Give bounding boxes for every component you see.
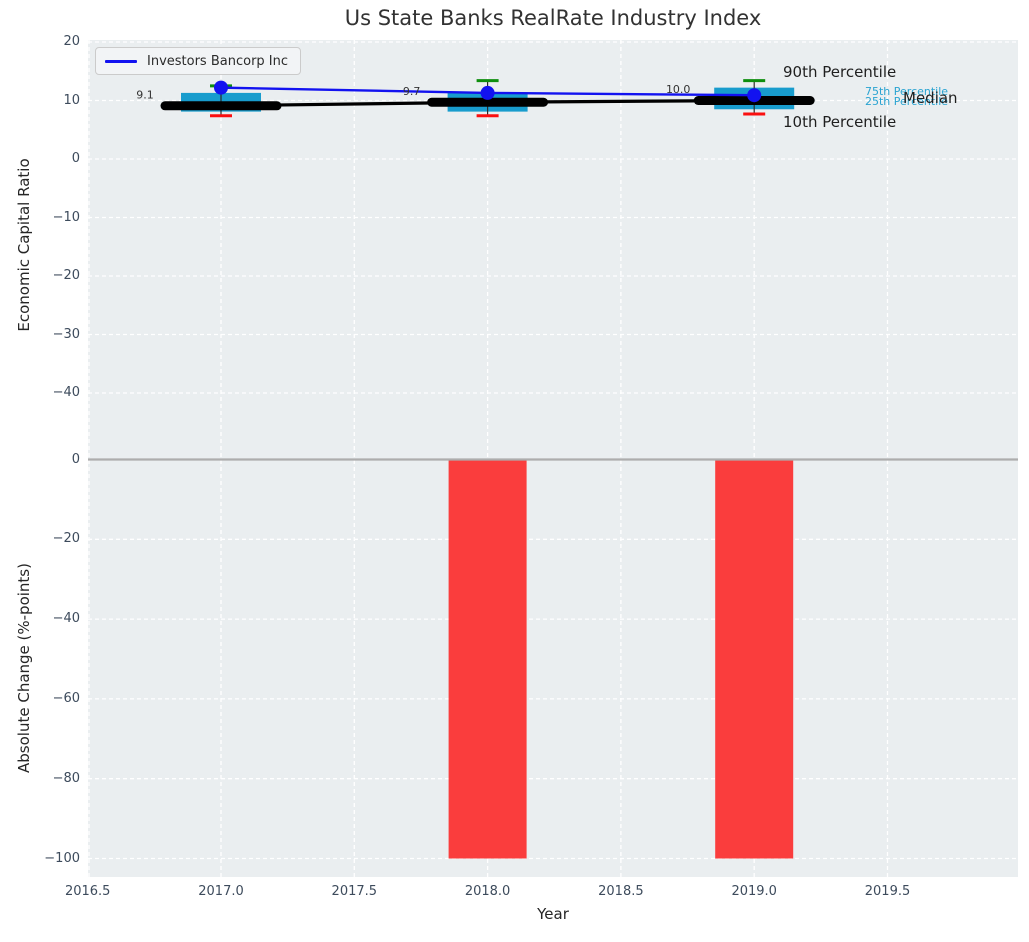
top-y-axis-label: Economic Capital Ratio: [15, 158, 33, 331]
x-tick-label: 2017.5: [314, 884, 394, 899]
chart-figure: 9.1 9.7 10.0 Us State Banks RealRate Indus…: [0, 0, 1029, 942]
x-tick-label: 2018.0: [448, 884, 528, 899]
top-y-tick-label: −10: [0, 210, 80, 226]
x-tick-label: 2017.0: [181, 884, 261, 899]
top-y-tick-label: 0: [0, 151, 80, 167]
company-point: [214, 81, 228, 95]
bottom-y-tick-label: −40: [0, 611, 80, 627]
annotation-90th-percentile: 90th Percentile: [783, 63, 896, 81]
legend-label: Investors Bancorp Inc: [147, 54, 288, 69]
annotation-10th-percentile: 10th Percentile: [783, 113, 896, 131]
x-tick-label: 2019.0: [714, 884, 794, 899]
median-value-label: 9.1: [136, 88, 154, 101]
x-tick-label: 2018.5: [581, 884, 661, 899]
bottom-y-tick-label: −20: [0, 531, 80, 547]
company-point: [747, 88, 761, 102]
top-y-tick-label: 20: [0, 34, 80, 50]
median-value-label: 10.0: [666, 83, 691, 96]
top-y-tick-label: −20: [0, 268, 80, 284]
x-axis-label: Year: [503, 905, 603, 923]
bottom-y-tick-label: −80: [0, 771, 80, 787]
top-y-tick-label: −30: [0, 327, 80, 343]
top-y-tick-label: 10: [0, 93, 80, 109]
company-point: [481, 86, 495, 100]
x-tick-label: 2019.5: [848, 884, 928, 899]
bottom-y-tick-label: −60: [0, 691, 80, 707]
bottom-y-axis-label: Absolute Change (%-points): [15, 563, 33, 773]
legend: Investors Bancorp Inc: [95, 47, 301, 75]
bottom-y-tick-label: −100: [0, 851, 80, 867]
negative-change-bar: [715, 460, 793, 859]
top-y-tick-label: −40: [0, 385, 80, 401]
bottom-y-tick-label: 0: [0, 452, 80, 468]
median-value-label: 9.7: [403, 85, 421, 98]
legend-line-sample: [105, 60, 137, 63]
negative-change-bar: [449, 460, 527, 859]
x-tick-label: 2016.5: [48, 884, 128, 899]
chart-title: Us State Banks RealRate Industry Index: [88, 6, 1018, 30]
chart-canvas: 9.1 9.7 10.0: [0, 0, 1029, 942]
annotation-median: Median: [903, 89, 958, 107]
